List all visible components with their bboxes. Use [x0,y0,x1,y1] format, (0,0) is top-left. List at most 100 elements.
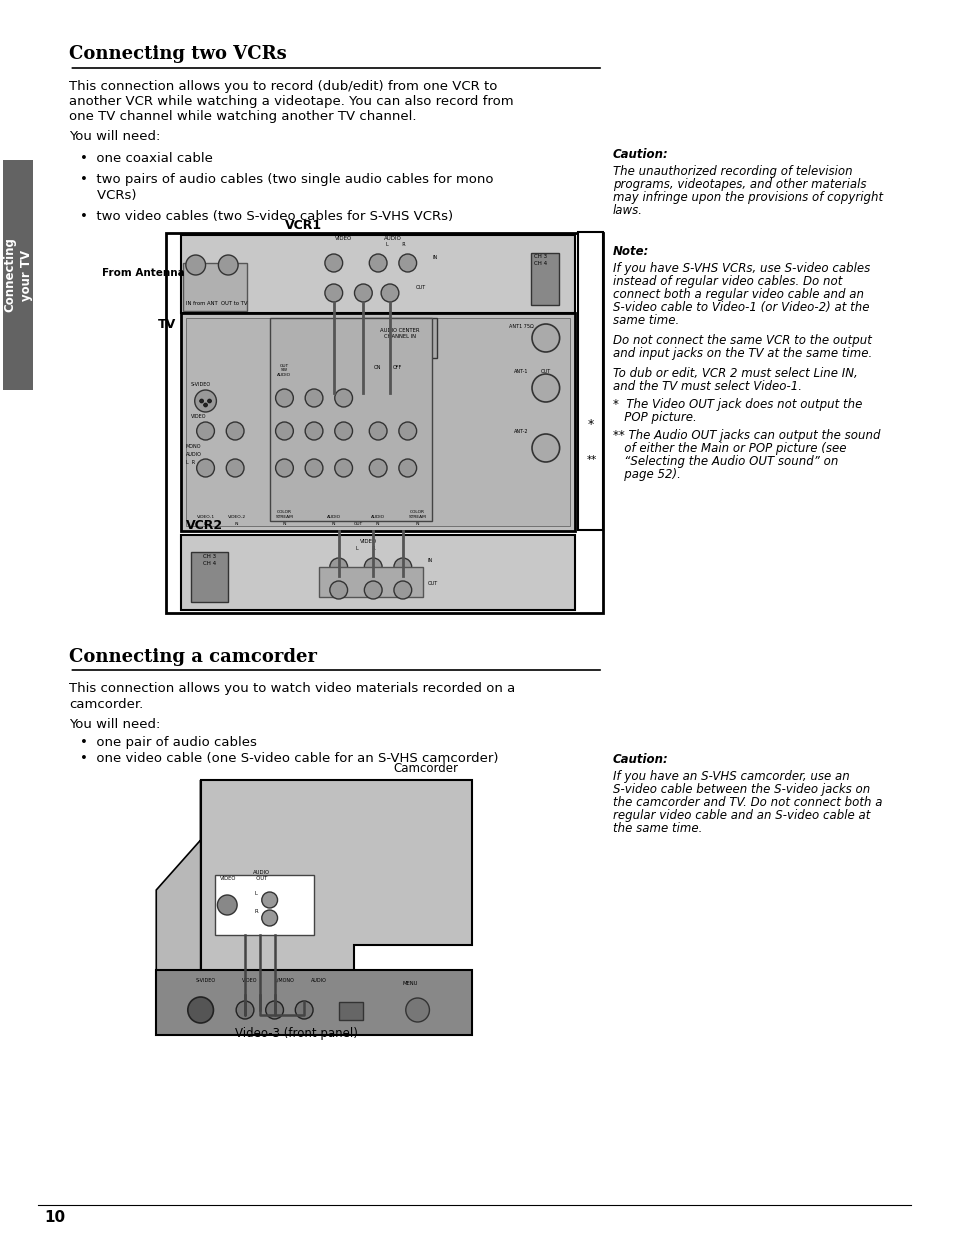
Text: VCR1: VCR1 [284,219,321,232]
Text: COLOR
STREAM: COLOR STREAM [408,510,426,519]
Text: R: R [254,909,258,914]
Bar [215,876,314,935]
Text: “Selecting the Audio OUT sound” on: “Selecting the Audio OUT sound” on [612,454,838,468]
Circle shape [188,997,213,1023]
Bar [156,969,472,1035]
Text: Caution:: Caution: [612,148,668,161]
Text: VIDEO: VIDEO [359,538,376,543]
Bar [338,1002,363,1020]
Text: another VCR while watching a videotape. You can also record from: another VCR while watching a videotape. … [70,95,514,107]
Text: AUDIO: AUDIO [327,515,340,519]
Circle shape [266,1002,283,1019]
Text: VCRs): VCRs) [80,189,136,203]
Circle shape [335,389,353,408]
Text: page 52).: page 52). [612,468,680,480]
Text: If you have S-VHS VCRs, use S-video cables: If you have S-VHS VCRs, use S-video cabl… [612,262,869,275]
Polygon shape [156,781,200,995]
Bar [156,969,472,978]
Text: **: ** [587,454,597,466]
Text: 10: 10 [45,1210,66,1225]
Text: IN: IN [375,522,380,526]
Text: •  one pair of audio cables: • one pair of audio cables [80,736,257,748]
Circle shape [186,254,205,275]
Circle shape [398,459,416,477]
Text: COLOR
STREAM: COLOR STREAM [275,510,294,519]
Text: From Antenna: From Antenna [102,268,185,278]
Bar [318,567,422,597]
Text: You will need:: You will need: [70,130,161,143]
Text: OUT: OUT [427,580,437,585]
Text: •  two video cables (two S-video cables for S-VHS VCRs): • two video cables (two S-video cables f… [80,210,453,224]
Circle shape [394,558,412,576]
Circle shape [208,399,212,403]
Text: ANT1 75Ω: ANT1 75Ω [508,324,533,329]
Circle shape [335,459,353,477]
Bar [371,366,415,375]
Text: and the TV must select Video-1.: and the TV must select Video-1. [612,380,801,393]
Circle shape [532,374,559,403]
Text: S-video cable to Video-1 (or Video-2) at the: S-video cable to Video-1 (or Video-2) at… [612,301,868,314]
Text: AUDIO CENTER
CHANNEL IN: AUDIO CENTER CHANNEL IN [379,327,419,338]
Text: VIDEO: VIDEO [242,978,257,983]
Text: AUDIO: AUDIO [311,978,327,983]
Bar [578,232,602,530]
Circle shape [275,422,293,440]
Text: L/MONO: L/MONO [274,978,294,983]
Bar [270,317,432,521]
Bar [183,263,247,311]
Circle shape [532,433,559,462]
Circle shape [389,359,411,382]
Circle shape [398,422,416,440]
Polygon shape [200,781,472,995]
Text: VIDEO: VIDEO [220,876,236,881]
Text: Connecting
your TV: Connecting your TV [3,237,33,312]
Text: VCR2: VCR2 [186,519,223,532]
Text: L: L [254,890,257,897]
Text: Connecting a camcorder: Connecting a camcorder [70,648,317,666]
Text: IN: IN [415,522,419,526]
Circle shape [275,459,293,477]
Text: the camcorder and TV. Do not connect both a: the camcorder and TV. Do not connect bot… [612,797,882,809]
Text: ANT-2: ANT-2 [514,429,528,433]
Text: •  one video cable (one S-video cable for an S-VHS camcorder): • one video cable (one S-video cable for… [80,752,498,764]
Text: IN: IN [234,522,239,526]
Text: same time.: same time. [612,314,679,327]
Text: •  two pairs of audio cables (two single audio cables for mono: • two pairs of audio cables (two single … [80,173,494,186]
Text: OUT
SW
AUDIO: OUT SW AUDIO [277,364,292,377]
Text: ANT-1: ANT-1 [514,369,528,374]
Text: AUDIO: AUDIO [186,452,201,457]
Text: OUT: OUT [354,522,362,526]
Circle shape [261,910,277,926]
Text: regular video cable and an S-video cable at: regular video cable and an S-video cable… [612,809,869,823]
Text: of either the Main or POP picture (see: of either the Main or POP picture (see [612,442,845,454]
Text: TV: TV [157,317,175,331]
Text: VIDEO: VIDEO [335,236,352,241]
Bar [531,253,558,305]
Text: Connecting two VCRs: Connecting two VCRs [70,44,287,63]
Text: programs, videotapes, and other materials: programs, videotapes, and other material… [612,178,865,191]
Text: the same time.: the same time. [612,823,701,835]
Text: CH 3
CH 4: CH 3 CH 4 [203,555,215,566]
Text: OUT: OUT [540,369,551,374]
Text: L         R: L R [355,546,375,551]
Circle shape [405,998,429,1023]
Circle shape [325,284,342,303]
Text: instead of regular video cables. Do not: instead of regular video cables. Do not [612,275,841,288]
Bar [181,312,575,531]
Circle shape [364,580,382,599]
Circle shape [532,324,559,352]
Text: AUDIO: AUDIO [384,236,401,241]
Text: MONO: MONO [186,445,201,450]
Bar [186,317,570,526]
Text: IN from ANT  OUT to TV: IN from ANT OUT to TV [186,301,247,306]
Circle shape [364,558,382,576]
Text: ON: ON [374,366,381,370]
Circle shape [226,459,244,477]
Text: L         R: L R [386,242,405,247]
Text: The unauthorized recording of television: The unauthorized recording of television [612,165,852,178]
Bar [181,235,575,312]
Bar [191,552,228,601]
Circle shape [369,459,387,477]
Circle shape [335,422,353,440]
Text: CH 3
CH 4: CH 3 CH 4 [534,254,547,266]
